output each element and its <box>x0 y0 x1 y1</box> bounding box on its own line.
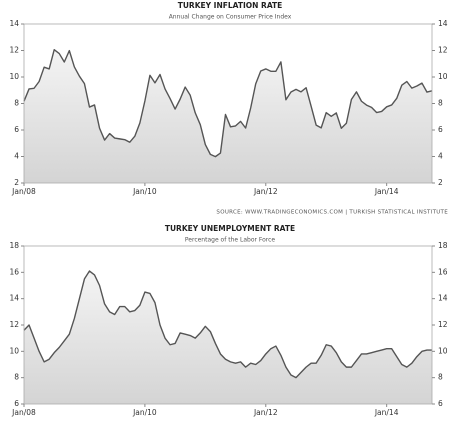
y-tick-label: 2 <box>14 178 19 187</box>
y-right-tick-label: 10 <box>438 72 448 81</box>
y-right-tick-label: 8 <box>438 373 443 382</box>
y-right-tick-label: 14 <box>438 294 448 303</box>
chart-title: TURKEY UNEMPLOYMENT RATE <box>165 224 295 233</box>
data-line <box>23 270 432 379</box>
source-note: SOURCE: WWW.TRADINGECONOMICS.COM | TURKI… <box>216 210 448 216</box>
y-tick-label: 6 <box>14 125 19 134</box>
y-right-tick-label: 14 <box>438 19 448 28</box>
chart-subtitle: Annual Change on Consumer Price Index <box>169 14 292 21</box>
y-tick-label: 14 <box>9 19 19 28</box>
x-tick-label: Jan/08 <box>11 187 36 196</box>
chart-title: TURKEY INFLATION RATE <box>178 1 283 10</box>
y-tick-label: 8 <box>14 99 19 108</box>
y-right-tick-label: 6 <box>438 399 443 408</box>
y-right-tick-label: 6 <box>438 125 443 134</box>
y-tick-label: 18 <box>9 241 19 250</box>
area-fill <box>24 271 432 404</box>
x-tick-label: Jan/12 <box>253 408 278 417</box>
y-right-tick-label: 8 <box>438 99 443 108</box>
x-tick-label: Jan/14 <box>374 408 399 417</box>
y-right-tick-label: 10 <box>438 346 448 355</box>
y-tick-label: 16 <box>9 267 19 276</box>
x-tick-label: Jan/12 <box>253 187 278 196</box>
y-right-tick-label: 2 <box>438 178 443 187</box>
x-tick-label: Jan/10 <box>132 408 157 417</box>
x-tick-label: Jan/10 <box>132 187 157 196</box>
y-right-tick-label: 18 <box>438 241 448 250</box>
chart-subtitle: Percentage of the Labor Force <box>185 237 276 244</box>
y-tick-label: 6 <box>14 399 19 408</box>
x-tick-label: Jan/08 <box>11 408 36 417</box>
y-tick-label: 10 <box>9 346 19 355</box>
y-right-tick-label: 4 <box>438 152 443 161</box>
x-tick-label: Jan/14 <box>374 187 399 196</box>
y-right-tick-label: 16 <box>438 267 448 276</box>
data-line <box>23 49 433 158</box>
area-fill <box>24 49 432 183</box>
y-tick-label: 10 <box>9 72 19 81</box>
y-right-tick-label: 12 <box>438 320 448 329</box>
y-tick-label: 4 <box>14 152 19 161</box>
y-tick-label: 8 <box>14 373 19 382</box>
y-tick-label: 14 <box>9 294 19 303</box>
y-tick-label: 12 <box>9 320 19 329</box>
y-tick-label: 12 <box>9 46 19 55</box>
y-right-tick-label: 12 <box>438 46 448 55</box>
